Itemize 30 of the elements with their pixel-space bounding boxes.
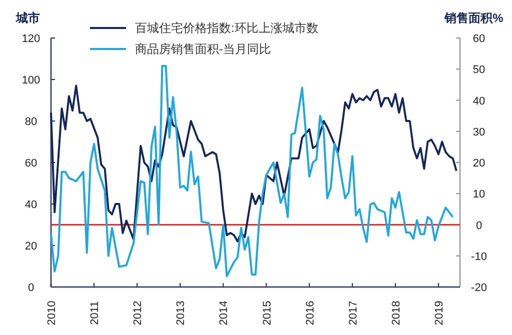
y-tick-label: 120 xyxy=(22,33,40,45)
x-tick-label: 2010 xyxy=(46,300,58,326)
y2-tick-label: -20 xyxy=(471,282,487,294)
y-tick-label: 60 xyxy=(24,158,38,170)
y-tick-label: 0 xyxy=(28,282,34,294)
x-tick-label: 2018 xyxy=(390,300,402,326)
y2-axis-title: 销售面积% xyxy=(444,11,504,25)
y-tick-label: 40 xyxy=(24,199,38,211)
legend-label: 商品房销售面积-当月同比 xyxy=(135,42,271,56)
y2-tick-label: -10 xyxy=(471,250,487,263)
legend-label: 百城住宅价格指数:环比上涨城市数 xyxy=(135,21,318,35)
y2-tick-label: 10 xyxy=(472,188,486,201)
y2-tick-label: 40 xyxy=(472,95,486,108)
x-tick-label: 2011 xyxy=(89,301,102,325)
y2-tick-label: 60 xyxy=(472,33,486,45)
x-tick-label: 2014 xyxy=(218,300,230,326)
x-tick-label: 2012 xyxy=(132,300,144,326)
x-tick-label: 2013 xyxy=(175,300,188,326)
y2-tick-label: 30 xyxy=(472,126,486,138)
y-tick-label: 20 xyxy=(24,240,38,252)
x-tick-label: 2016 xyxy=(304,300,316,326)
x-tick-label: 2017 xyxy=(347,300,360,326)
y2-tick-label: 50 xyxy=(472,64,486,76)
y-tick-label: 80 xyxy=(24,116,38,128)
y-axis-title: 城市 xyxy=(15,11,40,25)
y-tick-label: 100 xyxy=(22,74,40,86)
x-tick-label: 2015 xyxy=(261,300,274,326)
y2-tick-label: 20 xyxy=(472,158,486,170)
x-tick-label: 2019 xyxy=(433,300,446,326)
y2-tick-label: 0 xyxy=(476,220,482,232)
